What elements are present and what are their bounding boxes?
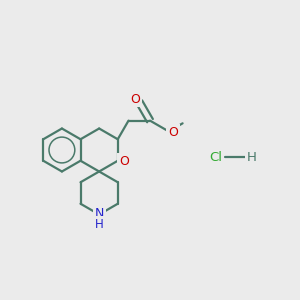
- Text: H: H: [95, 218, 103, 231]
- Text: O: O: [119, 155, 129, 168]
- Text: H: H: [247, 151, 256, 164]
- Text: N: N: [94, 206, 104, 220]
- Text: O: O: [168, 126, 178, 139]
- Text: Cl: Cl: [209, 151, 222, 164]
- Text: O: O: [131, 92, 141, 106]
